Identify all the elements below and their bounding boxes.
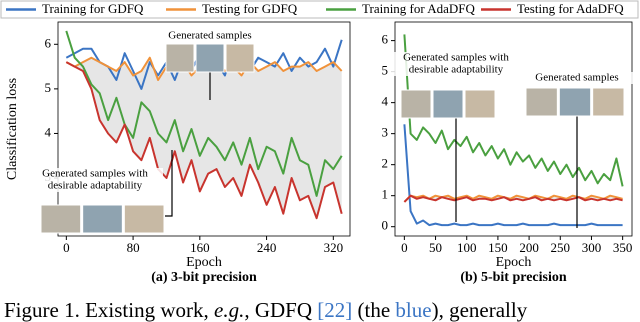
- plot-frame: [394, 21, 633, 237]
- sample-image: [400, 89, 432, 119]
- series-line: [403, 124, 623, 227]
- series-line: [403, 194, 623, 203]
- legend-box: [0, 0, 639, 19]
- annotation-bg: [509, 72, 640, 84]
- sample-image: [165, 43, 195, 73]
- sample-image: [558, 87, 592, 117]
- series-line: [65, 30, 343, 197]
- x-axis-label: Epoch: [186, 255, 222, 270]
- x-tick-label: 200: [519, 240, 539, 255]
- y-axis-label: Classification loss: [5, 78, 20, 180]
- x-axis-label: Epoch: [496, 255, 532, 270]
- x-tick-label: 50: [429, 240, 442, 255]
- annotation-bg: [388, 64, 524, 76]
- y-tick-label: 0: [382, 218, 389, 233]
- x-tick-label: 150: [488, 240, 508, 255]
- sample-image: [592, 87, 625, 117]
- y-tick-label: 5: [45, 80, 52, 95]
- legend-label: Testing for GDFQ: [202, 1, 298, 16]
- annotation-bg: [388, 52, 524, 64]
- annotation: Generated samples: [535, 72, 618, 84]
- legend-label: Testing for AdaDFQ: [517, 1, 624, 16]
- caption-part: (the: [352, 298, 395, 322]
- legend-label: Training for GDFQ: [42, 1, 144, 16]
- sample-image: [432, 89, 464, 119]
- annotation-bg: [27, 168, 163, 180]
- y-tick-label: 6: [45, 35, 52, 50]
- sample-image: [123, 204, 165, 234]
- caption-part: [22]: [317, 298, 352, 322]
- shaded-gap: [66, 57, 342, 219]
- figure-caption: Figure 1. Existing work, e.g., GDFQ [22]…: [4, 298, 528, 322]
- sample-image: [464, 89, 496, 119]
- x-tick-label: 160: [190, 240, 210, 255]
- y-tick-label: 1: [382, 187, 389, 202]
- sample-image: [195, 43, 225, 73]
- x-tick-label: 240: [257, 240, 277, 255]
- annotation: desirable adaptability: [409, 64, 504, 76]
- x-tick-label: 80: [127, 240, 140, 255]
- y-tick-label: 5: [382, 63, 389, 78]
- subplot-caption: (b) 5-bit precision: [460, 270, 567, 285]
- x-tick-label: 250: [551, 240, 571, 255]
- y-tick-label: 4: [382, 94, 389, 109]
- sample-image: [525, 87, 558, 117]
- caption-part: , GDFQ: [244, 298, 317, 322]
- y-tick-label: 4: [45, 124, 52, 139]
- x-tick-label: 300: [582, 240, 602, 255]
- annotation-bg: [142, 30, 278, 42]
- x-tick-label: 100: [457, 240, 477, 255]
- caption-part: e.g.: [214, 298, 244, 322]
- y-tick-label: 3: [382, 125, 389, 140]
- x-tick-label: 0: [401, 240, 408, 255]
- annotation: Generated samples: [168, 30, 251, 42]
- x-tick-label: 0: [63, 240, 70, 255]
- caption-part: Figure 1. Existing work,: [4, 298, 214, 322]
- x-tick-label: 350: [613, 240, 633, 255]
- y-tick-label: 6: [382, 32, 389, 47]
- subplot-caption: (a) 3-bit precision: [151, 270, 257, 285]
- caption-part: ), generally: [432, 298, 528, 322]
- annotation: desirable adaptability: [48, 180, 143, 192]
- series-line: [65, 61, 343, 220]
- sample-image: [40, 204, 82, 234]
- annotation-bg: [27, 180, 163, 192]
- sample-image: [225, 43, 255, 73]
- plot-frame: [57, 21, 351, 237]
- leader-line: [165, 150, 173, 217]
- x-tick-label: 320: [324, 240, 344, 255]
- caption-part: blue: [395, 298, 431, 322]
- sample-image: [82, 204, 123, 234]
- series-line: [403, 34, 624, 187]
- annotation: Generated samples with: [42, 168, 148, 180]
- y-tick-label: 2: [382, 156, 389, 171]
- legend-label: Training for AdaDFQ: [362, 1, 476, 16]
- annotation: Generated samples with: [403, 52, 509, 64]
